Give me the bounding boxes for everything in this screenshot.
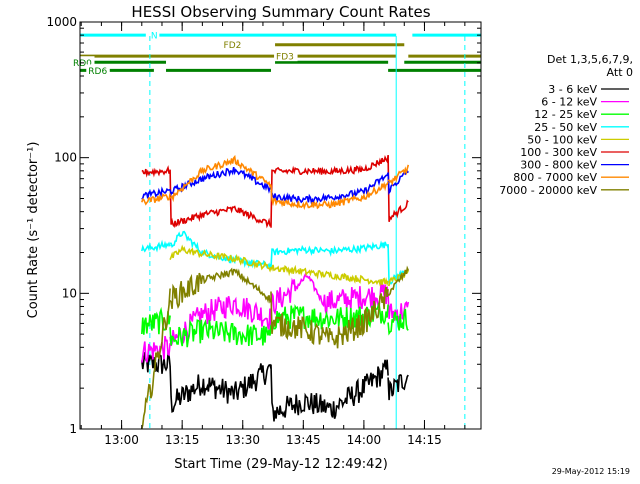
series-line-9	[169, 267, 272, 310]
series-line-8	[270, 181, 389, 211]
legend-entry-label: 7000 - 20000 keV	[499, 184, 597, 197]
y-tick-label: 100	[54, 151, 77, 165]
series-line-3	[387, 308, 409, 336]
series-line-3	[169, 318, 272, 348]
legend-entry-label: 300 - 800 keV	[520, 159, 597, 172]
flag-label-bg	[274, 50, 298, 62]
series-line-6	[387, 154, 409, 222]
chart-title: HESSI Observing Summary Count Rates	[131, 3, 430, 21]
legend-header-line-2: Att 0	[607, 66, 633, 79]
x-tick-label: 13:15	[165, 433, 200, 447]
series-line-1	[270, 359, 389, 422]
series-line-5	[270, 264, 389, 288]
series-line-4	[141, 239, 171, 253]
series-line-2	[141, 335, 171, 363]
plot-series	[141, 154, 410, 430]
x-axis-label: Start Time (29-May-12 12:49:42)	[174, 457, 388, 472]
series-line-9	[270, 286, 389, 349]
x-tick-label: 13:45	[286, 433, 321, 447]
x-axis: 13:00 13:15 13:30 13:45 14:00 14:15	[80, 22, 466, 447]
plot-frame	[79, 21, 482, 430]
flag-label-bg	[86, 64, 110, 76]
series-line-9	[141, 288, 171, 430]
legend-entry-label: 25 - 50 keV	[534, 121, 597, 134]
x-tick-label: 13:30	[225, 433, 260, 447]
flag-label-rd0: RD0	[73, 59, 92, 69]
flag-label-bg	[71, 56, 95, 68]
series-line-7	[270, 172, 389, 205]
series-line-8	[141, 192, 171, 206]
flag-label-rd6: RD6	[88, 67, 107, 77]
flag-label-fd3: FD3	[276, 53, 294, 63]
x-tick-label: 14:00	[347, 433, 382, 447]
series-line-7	[387, 169, 409, 196]
series-line-1	[169, 363, 272, 413]
x-tick-label: 14:15	[407, 433, 442, 447]
series-line-5	[169, 244, 272, 273]
flag-label-fd2: FD2	[224, 41, 242, 51]
y-tick-label: 1	[69, 422, 77, 436]
legend-entry-label: 800 - 7000 keV	[513, 171, 597, 184]
y-tick-label: 10	[62, 286, 77, 300]
timestamp: 29-May-2012 15:19	[552, 467, 630, 476]
legend-entry-label: 50 - 100 keV	[527, 133, 597, 146]
series-line-4	[270, 240, 389, 268]
legend-entry-label: 6 - 12 keV	[541, 96, 597, 109]
series-line-8	[169, 154, 272, 203]
series-line-2	[270, 272, 389, 319]
series-line-6	[270, 155, 389, 228]
series-line-2	[169, 296, 272, 347]
series-line-6	[169, 169, 272, 229]
series-line-3	[270, 302, 389, 330]
x-tick-label: 13:00	[104, 433, 139, 447]
series-line-1	[387, 373, 409, 401]
flag-label-bg	[221, 38, 246, 50]
series-line-8	[387, 164, 410, 187]
event-markers	[79, 36, 466, 429]
legend-header-line-1: Det 1,3,5,6,7,9,	[547, 53, 633, 66]
y-axis-label: Count Rate (s⁻¹ detector⁻¹)	[26, 142, 41, 319]
flag-label-bg	[148, 29, 160, 41]
y-axis: 1 10 100 1000	[46, 15, 481, 436]
legend-entry-label: 12 - 25 keV	[534, 108, 597, 121]
flag-label-n: N	[151, 32, 158, 42]
legend-entry-label: 3 - 6 keV	[548, 83, 597, 96]
series-line-7	[141, 186, 171, 200]
legend-entry-label: 100 - 300 keV	[520, 146, 597, 159]
series-line-6	[141, 165, 171, 178]
y-tick-label: 1000	[46, 15, 77, 29]
series-line-9	[388, 265, 410, 296]
series-line-7	[169, 166, 272, 197]
